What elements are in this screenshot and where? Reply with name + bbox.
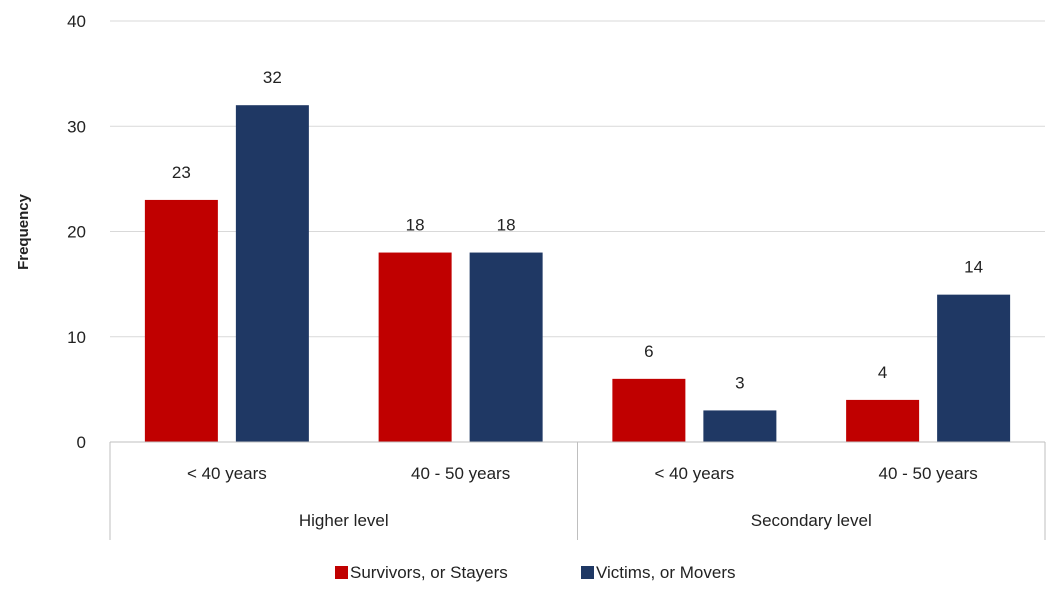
data-label: 6 <box>644 342 653 361</box>
legend-swatch <box>335 566 348 579</box>
x-group-label: Secondary level <box>751 511 872 530</box>
bar <box>235 105 309 442</box>
y-tick-label: 20 <box>67 223 86 242</box>
x-category-label: 40 - 50 years <box>411 464 510 483</box>
y-axis-title: Frequency <box>15 193 32 270</box>
bar <box>469 252 543 442</box>
bar <box>846 399 920 442</box>
legend-label: Victims, or Movers <box>596 563 736 582</box>
y-axis-ticks: 0 10 20 30 40 <box>67 12 86 452</box>
data-label: 23 <box>172 163 191 182</box>
data-labels: 23 32 18 18 6 3 4 14 <box>172 68 983 392</box>
legend: Survivors, or Stayers Victims, or Movers <box>335 563 736 582</box>
bar <box>612 378 686 442</box>
y-tick-label: 10 <box>67 328 86 347</box>
bars <box>144 105 1011 442</box>
bar <box>378 252 452 442</box>
y-tick-label: 30 <box>67 117 86 136</box>
y-tick-label: 0 <box>77 433 86 452</box>
y-tick-label: 40 <box>67 12 86 31</box>
x-axis: < 40 years 40 - 50 years < 40 years 40 - 50… <box>109 441 1046 540</box>
bar <box>144 199 218 442</box>
x-category-label: < 40 years <box>187 464 267 483</box>
legend-label: Survivors, or Stayers <box>350 563 508 582</box>
bar <box>703 410 777 442</box>
data-label: 14 <box>964 258 983 277</box>
x-category-label: 40 - 50 years <box>879 464 978 483</box>
data-label: 18 <box>406 216 425 235</box>
legend-swatch <box>581 566 594 579</box>
data-label: 18 <box>497 216 516 235</box>
data-label: 32 <box>263 68 282 87</box>
x-category-label: < 40 years <box>654 464 734 483</box>
x-group-label: Higher level <box>299 511 389 530</box>
data-label: 3 <box>735 373 744 392</box>
data-label: 4 <box>878 363 887 382</box>
bar <box>937 294 1011 442</box>
